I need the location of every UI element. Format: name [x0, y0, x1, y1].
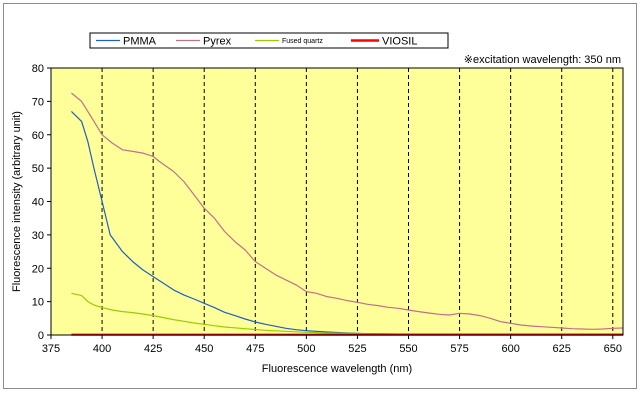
plot-area	[51, 68, 623, 335]
x-tick-label-525: 525	[348, 343, 366, 355]
y-tick-label-40: 40	[32, 197, 44, 209]
x-tick-label-500: 500	[297, 343, 315, 355]
y-axis-title: Fluorescence intensity (arbitrary unit)	[11, 111, 23, 292]
y-axis: 0 10 20 30 40 50 60 70 80	[32, 63, 51, 342]
x-tick-label-550: 550	[399, 343, 417, 355]
y-tick-label-30: 30	[32, 230, 44, 242]
x-tick-label-650: 650	[604, 343, 622, 355]
y-tick-label-20: 20	[32, 263, 44, 275]
x-axis-title: Fluorescence wavelength (nm)	[262, 363, 412, 375]
grid-lines	[101, 68, 614, 335]
legend-label-pmma: PMMA	[123, 36, 157, 48]
legend-label-viosil: VIOSIL	[382, 36, 417, 48]
x-tick-label-375: 375	[42, 343, 60, 355]
legend-label-pyrex: Pyrex	[203, 36, 232, 48]
y-tick-label-60: 60	[32, 130, 44, 142]
y-tick-label-50: 50	[32, 163, 44, 175]
x-tick-label-575: 575	[450, 343, 468, 355]
y-tick-label-10: 10	[32, 297, 44, 309]
y-tick-label-70: 70	[32, 96, 44, 108]
excitation-annotation: ※excitation wavelength: 350 nm	[464, 54, 621, 66]
series-line-pyrex	[71, 92, 624, 330]
y-tick-label-80: 80	[32, 63, 44, 75]
legend-label-fused-quartz: Fused quartz	[282, 38, 323, 45]
x-tick-label-400: 400	[93, 343, 111, 355]
x-tick-label-600: 600	[501, 343, 519, 355]
y-tick-label-0: 0	[38, 330, 44, 342]
x-tick-label-625: 625	[553, 343, 571, 355]
x-tick-label-425: 425	[144, 343, 162, 355]
legend: PMMA Pyrex Fused quartz VIOSIL	[89, 32, 449, 49]
x-tick-label-450: 450	[195, 343, 213, 355]
x-axis: 375 400 425 450 475 500 525 550 575 600 625 650	[42, 335, 622, 355]
x-tick-label-475: 475	[246, 343, 264, 355]
